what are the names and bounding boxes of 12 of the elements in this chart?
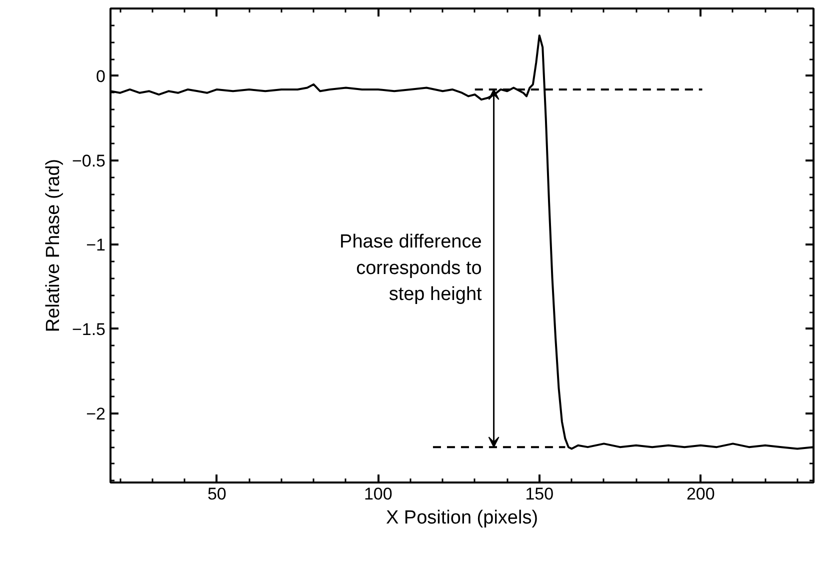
y-tick-label: −0.5	[72, 151, 106, 170]
x-tick-label: 50	[207, 484, 226, 504]
x-tick-label: 200	[686, 484, 715, 504]
y-tick-label: −1.5	[72, 320, 106, 339]
y-tick-label: 0	[96, 66, 106, 86]
y-axis-title: Relative Phase (rad)	[42, 158, 64, 332]
x-tick-label: 150	[525, 484, 554, 504]
y-tick-label: −2	[86, 404, 106, 424]
y-tick-label: −1	[86, 236, 106, 255]
x-axis-title: X Position (pixels)	[386, 508, 538, 528]
annotation: Phase difference corresponds to step height	[340, 232, 483, 306]
x-tick-label: 100	[364, 484, 392, 504]
